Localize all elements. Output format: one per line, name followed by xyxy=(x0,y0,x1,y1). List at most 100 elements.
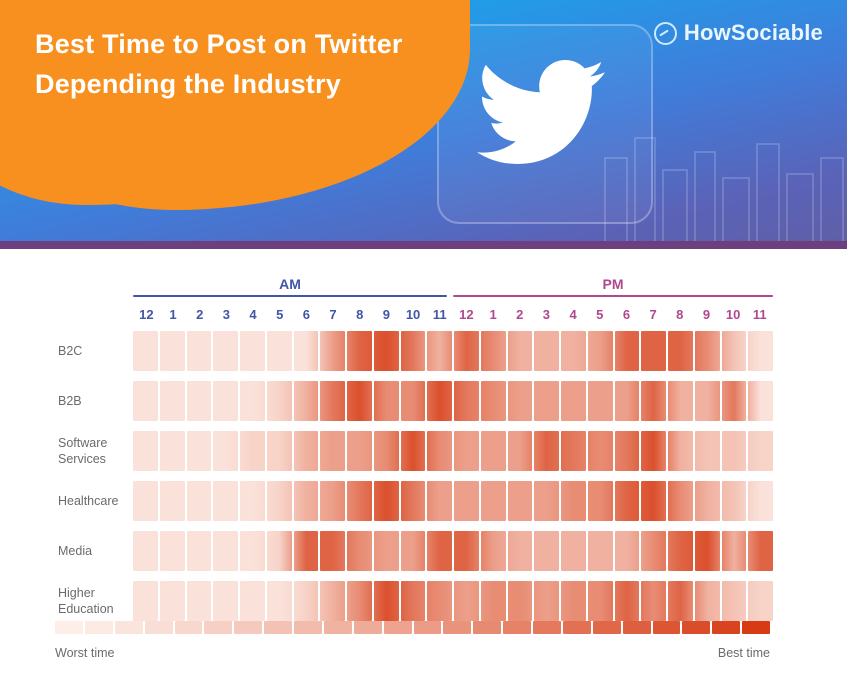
heatmap-cell[interactable] xyxy=(133,431,158,471)
heatmap-cell[interactable] xyxy=(373,331,399,371)
heatmap-cell[interactable] xyxy=(587,481,613,521)
heatmap-cell[interactable] xyxy=(748,381,773,421)
heatmap-cell[interactable] xyxy=(266,481,292,521)
heatmap-cell[interactable] xyxy=(480,531,506,571)
heatmap-cell[interactable] xyxy=(534,531,559,571)
heatmap-cell[interactable] xyxy=(480,331,506,371)
heatmap-cell[interactable] xyxy=(454,481,479,521)
heatmap-cell[interactable] xyxy=(694,581,720,621)
heatmap-cell[interactable] xyxy=(293,481,319,521)
heatmap-cell[interactable] xyxy=(694,431,720,471)
heatmap-cell[interactable] xyxy=(213,531,238,571)
heatmap-cell[interactable] xyxy=(641,331,666,371)
heatmap-cell[interactable] xyxy=(427,581,452,621)
heatmap-cell[interactable] xyxy=(454,581,479,621)
heatmap-cell[interactable] xyxy=(186,431,212,471)
heatmap-cell[interactable] xyxy=(454,531,479,571)
heatmap-cell[interactable] xyxy=(320,581,345,621)
heatmap-cell[interactable] xyxy=(186,581,212,621)
heatmap-cell[interactable] xyxy=(186,381,212,421)
heatmap-cell[interactable] xyxy=(641,581,666,621)
heatmap-cell[interactable] xyxy=(266,531,292,571)
heatmap-cell[interactable] xyxy=(587,531,613,571)
heatmap-cell[interactable] xyxy=(614,431,640,471)
heatmap-cell[interactable] xyxy=(159,431,185,471)
heatmap-cell[interactable] xyxy=(320,531,345,571)
heatmap-cell[interactable] xyxy=(400,481,426,521)
heatmap-cell[interactable] xyxy=(454,381,479,421)
heatmap-cell[interactable] xyxy=(373,381,399,421)
heatmap-cell[interactable] xyxy=(721,581,747,621)
heatmap-cell[interactable] xyxy=(320,481,345,521)
heatmap-cell[interactable] xyxy=(721,431,747,471)
heatmap-cell[interactable] xyxy=(694,481,720,521)
heatmap-cell[interactable] xyxy=(240,581,265,621)
heatmap-cell[interactable] xyxy=(266,431,292,471)
heatmap-cell[interactable] xyxy=(347,331,372,371)
heatmap-cell[interactable] xyxy=(133,331,158,371)
heatmap-cell[interactable] xyxy=(240,481,265,521)
heatmap-cell[interactable] xyxy=(427,431,452,471)
heatmap-cell[interactable] xyxy=(561,481,586,521)
heatmap-cell[interactable] xyxy=(694,331,720,371)
heatmap-cell[interactable] xyxy=(186,531,212,571)
heatmap-cell[interactable] xyxy=(400,331,426,371)
heatmap-cell[interactable] xyxy=(641,531,666,571)
heatmap-cell[interactable] xyxy=(213,431,238,471)
heatmap-cell[interactable] xyxy=(293,531,319,571)
heatmap-cell[interactable] xyxy=(133,581,158,621)
heatmap-cell[interactable] xyxy=(159,381,185,421)
heatmap-cell[interactable] xyxy=(561,331,586,371)
heatmap-cell[interactable] xyxy=(721,381,747,421)
heatmap-cell[interactable] xyxy=(507,431,533,471)
heatmap-cell[interactable] xyxy=(347,431,372,471)
heatmap-cell[interactable] xyxy=(240,531,265,571)
heatmap-cell[interactable] xyxy=(159,581,185,621)
heatmap-cell[interactable] xyxy=(561,381,586,421)
heatmap-cell[interactable] xyxy=(213,381,238,421)
heatmap-cell[interactable] xyxy=(133,481,158,521)
heatmap-cell[interactable] xyxy=(668,381,693,421)
heatmap-cell[interactable] xyxy=(587,581,613,621)
heatmap-cell[interactable] xyxy=(373,481,399,521)
heatmap-cell[interactable] xyxy=(293,581,319,621)
heatmap-cell[interactable] xyxy=(641,381,666,421)
heatmap-cell[interactable] xyxy=(507,581,533,621)
heatmap-cell[interactable] xyxy=(454,331,479,371)
heatmap-cell[interactable] xyxy=(534,331,559,371)
heatmap-cell[interactable] xyxy=(641,431,666,471)
heatmap-cell[interactable] xyxy=(213,581,238,621)
heatmap-cell[interactable] xyxy=(614,581,640,621)
heatmap-cell[interactable] xyxy=(480,381,506,421)
heatmap-cell[interactable] xyxy=(748,431,773,471)
heatmap-cell[interactable] xyxy=(213,331,238,371)
heatmap-cell[interactable] xyxy=(534,481,559,521)
heatmap-cell[interactable] xyxy=(373,581,399,621)
heatmap-cell[interactable] xyxy=(293,431,319,471)
heatmap-cell[interactable] xyxy=(507,331,533,371)
heatmap-cell[interactable] xyxy=(266,581,292,621)
heatmap-cell[interactable] xyxy=(614,531,640,571)
heatmap-cell[interactable] xyxy=(668,581,693,621)
heatmap-cell[interactable] xyxy=(213,481,238,521)
heatmap-cell[interactable] xyxy=(614,331,640,371)
heatmap-cell[interactable] xyxy=(587,431,613,471)
heatmap-cell[interactable] xyxy=(587,381,613,421)
heatmap-cell[interactable] xyxy=(427,481,452,521)
heatmap-cell[interactable] xyxy=(240,381,265,421)
heatmap-cell[interactable] xyxy=(668,331,693,371)
heatmap-cell[interactable] xyxy=(748,581,773,621)
heatmap-cell[interactable] xyxy=(320,331,345,371)
heatmap-cell[interactable] xyxy=(561,581,586,621)
heatmap-cell[interactable] xyxy=(748,531,773,571)
heatmap-cell[interactable] xyxy=(561,431,586,471)
heatmap-cell[interactable] xyxy=(721,531,747,571)
heatmap-cell[interactable] xyxy=(240,431,265,471)
heatmap-cell[interactable] xyxy=(347,481,372,521)
heatmap-cell[interactable] xyxy=(721,481,747,521)
heatmap-cell[interactable] xyxy=(480,431,506,471)
heatmap-cell[interactable] xyxy=(133,531,158,571)
heatmap-cell[interactable] xyxy=(427,381,452,421)
heatmap-cell[interactable] xyxy=(159,481,185,521)
heatmap-cell[interactable] xyxy=(721,331,747,371)
